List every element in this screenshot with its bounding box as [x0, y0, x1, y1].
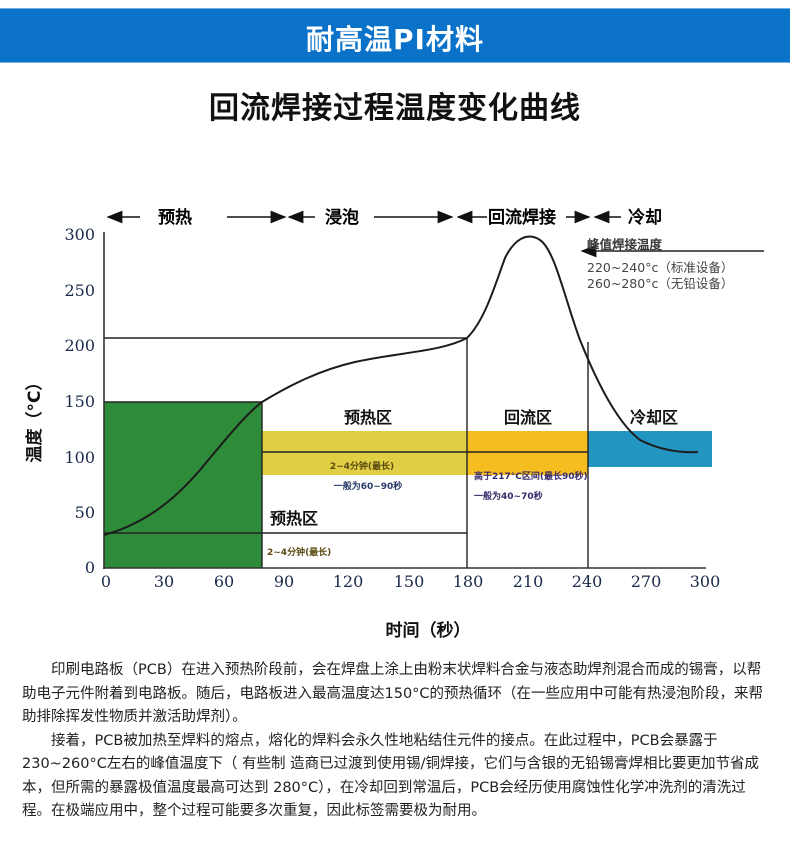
x-tick: 60 — [214, 572, 234, 591]
temperature-curve — [103, 235, 699, 536]
cooling-blue-band — [588, 431, 712, 467]
zone-note-reflow-above217: 高于217°C区间(最长90秒) — [474, 470, 588, 482]
zone-label-preheat-lower: 预热区 — [270, 509, 318, 528]
description: 印刷电路板（PCB）在进入预热阶段前，会在焊盘上涂上由粉末状焊料合金与液态助焊剂… — [22, 659, 774, 824]
phase-label-cooling: 冷却 — [628, 207, 662, 228]
zone-note-preheat-typical: 一般为60~90秒 — [334, 480, 403, 492]
x-tick-labels: 0 30 60 90 120 150 180 210 240 270 300 — [101, 572, 720, 591]
peak-annotation-title: 峰值焊接温度 — [587, 237, 663, 252]
y-tick: 0 — [85, 558, 95, 577]
y-tick: 100 — [64, 448, 95, 467]
peak-annotation: 峰值焊接温度 220~240°c（标准设备） 260~280°c（无铅设备） — [580, 237, 764, 291]
description-paragraph-1: 印刷电路板（PCB）在进入预热阶段前，会在焊盘上涂上由粉末状焊料合金与液态助焊剂… — [22, 662, 764, 725]
y-tick: 50 — [75, 503, 95, 522]
y-axis-label: 温度（°C） — [24, 374, 45, 463]
zone-label-preheat-upper: 预热区 — [344, 408, 392, 427]
preheat-yellow-band — [262, 431, 467, 475]
zone-label-reflow: 回流区 — [504, 408, 552, 427]
phase-label-reflow: 回流焊接 — [488, 207, 556, 228]
y-tick: 200 — [64, 336, 95, 355]
peak-annotation-standard: 220~240°c（标准设备） — [587, 260, 733, 275]
zone-note-preheat-duration: 2~4分钟(最长) — [330, 460, 394, 472]
peak-annotation-leadfree: 260~280°c（无铅设备） — [587, 276, 733, 291]
y-tick: 300 — [64, 225, 95, 244]
x-tick: 90 — [274, 572, 294, 591]
reflow-chart: 预热 浸泡 回流焊接 冷却 — [0, 190, 790, 650]
banner-notch — [383, 63, 407, 71]
phase-arrows: 预热 浸泡 回流焊接 冷却 — [106, 207, 662, 228]
zone-lines — [104, 337, 589, 568]
chart-svg: 预热 浸泡 回流焊接 冷却 — [24, 207, 764, 641]
x-tick: 210 — [513, 572, 544, 591]
zone-label-cooling: 冷却区 — [630, 408, 678, 427]
x-tick: 150 — [394, 572, 425, 591]
chart-title: 回流焊接过程温度变化曲线 — [209, 91, 581, 126]
x-tick: 300 — [690, 572, 721, 591]
axes — [103, 232, 706, 569]
x-axis-label: 时间（秒） — [386, 620, 471, 641]
preheat-green-region — [104, 402, 262, 568]
x-tick: 30 — [154, 572, 174, 591]
zone-note-reflow-typical: 一般为40~70秒 — [474, 490, 543, 502]
x-tick: 120 — [333, 572, 364, 591]
zone-note-preheat-lower-duration: 2~4分钟(最长) — [267, 546, 331, 558]
y-tick-labels: 300 250 200 150 100 50 0 — [64, 225, 95, 577]
x-tick: 240 — [572, 572, 603, 591]
x-tick: 270 — [631, 572, 662, 591]
y-tick: 250 — [64, 281, 95, 300]
header-banner: 耐高温PI材料 — [0, 8, 790, 71]
phase-label-preheat: 预热 — [158, 207, 192, 228]
description-paragraph-2: 接着，PCB被加热至焊料的熔点，熔化的焊料会永久性地粘结住元件的接点。在此过程中… — [22, 732, 759, 820]
y-tick: 150 — [64, 392, 95, 411]
banner-title: 耐高温PI材料 — [306, 23, 484, 56]
phase-label-soak: 浸泡 — [325, 207, 359, 228]
x-tick: 0 — [101, 572, 111, 591]
x-tick: 180 — [453, 572, 484, 591]
reflow-orange-band — [467, 431, 588, 475]
